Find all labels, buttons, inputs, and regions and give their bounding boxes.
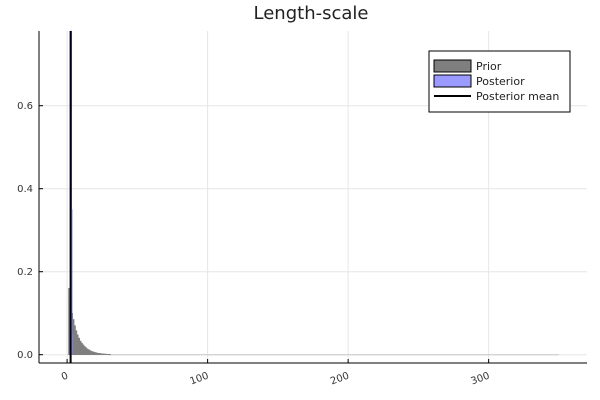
prior-series — [68, 288, 559, 356]
legend-swatch — [433, 59, 472, 73]
y-tick-label: 0.2 — [17, 267, 33, 278]
legend: Prior Posterior Posterior mean — [428, 50, 571, 113]
x-tick-label: 300 — [470, 371, 492, 388]
legend-label: Posterior mean — [476, 90, 559, 103]
legend-swatch — [433, 74, 472, 88]
chart-title: Length-scale — [254, 3, 369, 24]
legend-label: Prior — [476, 60, 502, 73]
x-tick-label: 0 — [60, 371, 70, 384]
legend-label: Posterior — [476, 75, 525, 88]
x-tick-label: 200 — [329, 371, 351, 388]
axes — [38, 31, 587, 364]
y-tick-label: 0.0 — [17, 350, 33, 361]
x-tick-label: 100 — [189, 371, 211, 388]
y-tick-label: 0.6 — [17, 101, 33, 112]
y-tick-label: 0.4 — [17, 184, 33, 195]
prior-bar — [110, 354, 559, 356]
prior-bar — [109, 354, 111, 356]
y-axis-ticks: 0.0 0.2 0.4 0.6 — [17, 101, 43, 361]
